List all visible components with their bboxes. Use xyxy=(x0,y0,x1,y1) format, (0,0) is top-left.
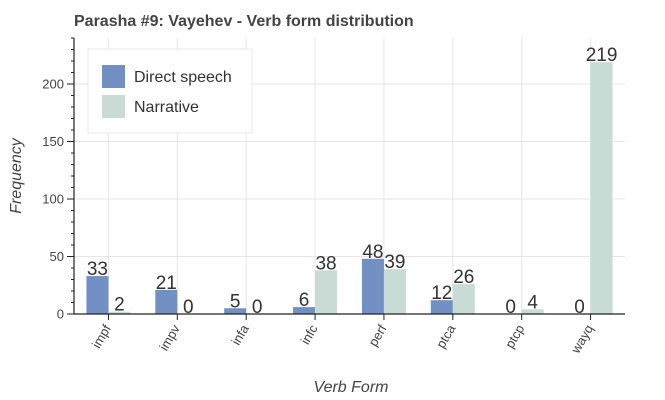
data-label: 26 xyxy=(453,267,474,288)
x-tick-label: infa xyxy=(228,321,252,347)
y-tick-label: 150 xyxy=(42,134,64,149)
x-tick-label: wayq xyxy=(567,322,596,357)
x-tick-label: infc xyxy=(298,322,321,347)
data-label: 219 xyxy=(586,45,618,66)
x-tick-label: perf xyxy=(365,322,389,349)
data-label: 39 xyxy=(384,252,405,273)
data-label: 38 xyxy=(315,253,336,274)
data-label: 12 xyxy=(431,283,452,304)
bar-narrative-wayq xyxy=(590,62,613,315)
data-label: 33 xyxy=(87,259,108,280)
bar-direct-speech-impv xyxy=(155,289,178,314)
x-tick-label: ptca xyxy=(433,321,459,350)
bar-direct-speech-impf xyxy=(86,276,109,314)
legend-swatch xyxy=(102,95,125,118)
bar-direct-speech-perf xyxy=(361,258,384,314)
bar-narrative-perf xyxy=(383,269,406,314)
y-tick-label: 200 xyxy=(42,77,64,92)
bar-narrative-ptcp xyxy=(521,309,544,314)
data-label: 4 xyxy=(527,292,538,313)
data-label: 0 xyxy=(574,297,585,318)
bar-narrative-ptca xyxy=(452,284,475,314)
data-label: 48 xyxy=(362,242,383,263)
bar-narrative-impf xyxy=(108,311,131,314)
bar-direct-speech-ptca xyxy=(430,300,453,314)
y-tick-label: 50 xyxy=(50,249,64,264)
bar-narrative-infc xyxy=(315,270,338,314)
bar-direct-speech-infa xyxy=(224,308,247,314)
y-tick-label: 100 xyxy=(42,192,64,207)
y-axis-label: Frequency xyxy=(8,137,25,214)
x-tick-label: ptcp xyxy=(502,322,527,351)
data-label: 2 xyxy=(114,295,125,316)
data-label: 5 xyxy=(230,291,241,312)
data-label: 0 xyxy=(183,297,194,318)
data-label: 21 xyxy=(156,273,177,294)
legend-box xyxy=(87,48,253,134)
chart-title: Parasha #9: Vayehev - Verb form distribu… xyxy=(74,13,414,30)
data-label: 0 xyxy=(505,297,516,318)
y-tick-label: 0 xyxy=(57,307,64,322)
legend-swatch xyxy=(102,65,125,88)
x-tick-label: impf xyxy=(89,322,114,351)
data-label: 0 xyxy=(252,297,263,318)
x-tick-label: impv xyxy=(156,322,183,354)
y-axis-ticks: 0 50 100 150 200 xyxy=(42,77,64,322)
legend-label: Direct speech xyxy=(134,69,232,86)
x-axis-label: Verb Form xyxy=(314,379,389,396)
legend-label: Narrative xyxy=(134,99,199,116)
bar-direct-speech-infc xyxy=(293,307,316,314)
data-label: 6 xyxy=(299,290,310,311)
axes xyxy=(67,37,625,320)
legend: Direct speech Narrative xyxy=(87,48,253,134)
bars xyxy=(86,62,613,315)
x-axis-ticks: impf impv infa infc perf ptca ptcp wayq xyxy=(89,321,596,356)
